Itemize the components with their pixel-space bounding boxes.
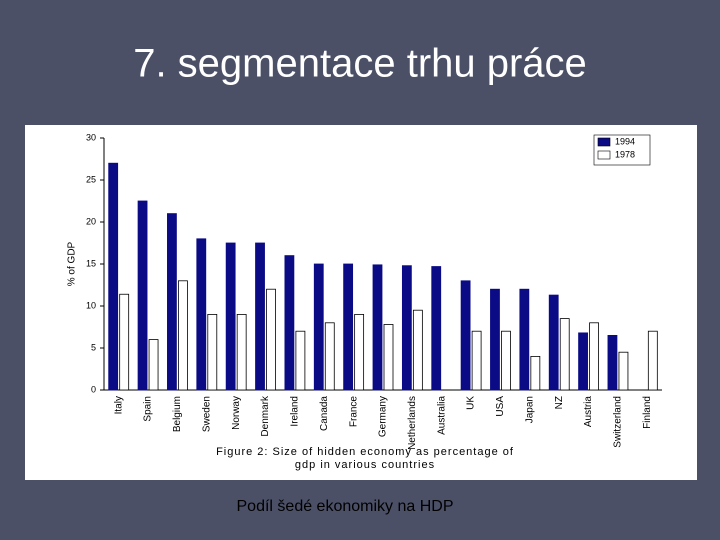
x-tick-label: Denmark xyxy=(260,395,271,437)
bar xyxy=(266,288,276,391)
bar xyxy=(148,339,159,391)
bar xyxy=(119,293,130,391)
y-tick-label: 15 xyxy=(86,258,96,268)
bar xyxy=(431,266,442,391)
bar xyxy=(647,330,658,391)
bar xyxy=(236,313,247,391)
bar xyxy=(548,294,559,391)
slide-title: 7. segmentace trhu práce xyxy=(133,42,587,86)
bar xyxy=(501,330,511,391)
bar xyxy=(354,313,365,391)
bar xyxy=(607,334,618,391)
bar xyxy=(519,288,530,391)
y-tick-label: 20 xyxy=(86,216,96,226)
bar xyxy=(108,162,119,391)
y-tick-label: 30 xyxy=(86,132,96,142)
legend-label: 1994 xyxy=(615,136,635,146)
chart-caption: gdp in various countries xyxy=(295,459,435,471)
x-tick-label: Sweden xyxy=(201,396,212,432)
x-tick-label: Japan xyxy=(524,396,535,423)
x-tick-label: Germany xyxy=(378,396,389,437)
bar xyxy=(618,351,629,391)
x-tick-label: France xyxy=(348,396,359,428)
x-tick-label: Finland xyxy=(642,396,653,429)
bar xyxy=(372,264,383,391)
legend-label: 1978 xyxy=(615,149,635,159)
x-tick-label: UK xyxy=(466,396,477,410)
bar xyxy=(295,330,306,391)
x-tick-label: Canada xyxy=(319,396,330,431)
bar xyxy=(313,263,324,391)
bar xyxy=(412,309,423,391)
y-tick-label: 5 xyxy=(91,342,96,352)
x-tick-label: Ireland xyxy=(290,396,301,427)
x-tick-label: NZ xyxy=(554,396,565,409)
x-tick-label: Netherlands xyxy=(407,396,418,450)
bar xyxy=(490,288,500,391)
legend-swatch xyxy=(597,150,611,160)
bar xyxy=(559,318,570,391)
bar xyxy=(460,280,471,391)
slide-footer: Podíl šedé ekonomiky na HDP xyxy=(237,498,454,515)
bar xyxy=(471,330,482,391)
bar xyxy=(383,324,394,391)
bar xyxy=(284,255,295,391)
chart-panel xyxy=(25,125,697,480)
bar xyxy=(178,280,188,391)
chart-caption: Figure 2: Size of hidden economy as perc… xyxy=(216,446,514,458)
bar xyxy=(530,355,541,391)
bar xyxy=(589,322,599,391)
bar xyxy=(255,242,265,391)
x-tick-label: Belgium xyxy=(172,396,183,432)
x-tick-label: Switzerland xyxy=(613,396,624,448)
x-tick-label: Austria xyxy=(583,396,594,428)
bar xyxy=(196,238,207,391)
y-axis-label: % of GDP xyxy=(67,241,78,286)
x-tick-label: USA xyxy=(495,396,506,417)
bar xyxy=(324,322,335,391)
x-tick-label: Spain xyxy=(143,396,154,422)
x-tick-label: Italy xyxy=(113,396,124,414)
y-tick-label: 0 xyxy=(91,384,96,394)
bar xyxy=(343,263,354,391)
bar xyxy=(578,332,588,391)
x-tick-label: Australia xyxy=(436,396,447,435)
y-tick-label: 10 xyxy=(86,300,96,310)
bar xyxy=(207,313,218,391)
bar xyxy=(225,242,236,391)
legend-swatch xyxy=(597,137,611,147)
y-tick-label: 25 xyxy=(86,174,96,184)
bar xyxy=(401,265,412,391)
x-tick-label: Norway xyxy=(231,396,242,430)
bar xyxy=(167,213,177,391)
bar xyxy=(137,200,148,391)
